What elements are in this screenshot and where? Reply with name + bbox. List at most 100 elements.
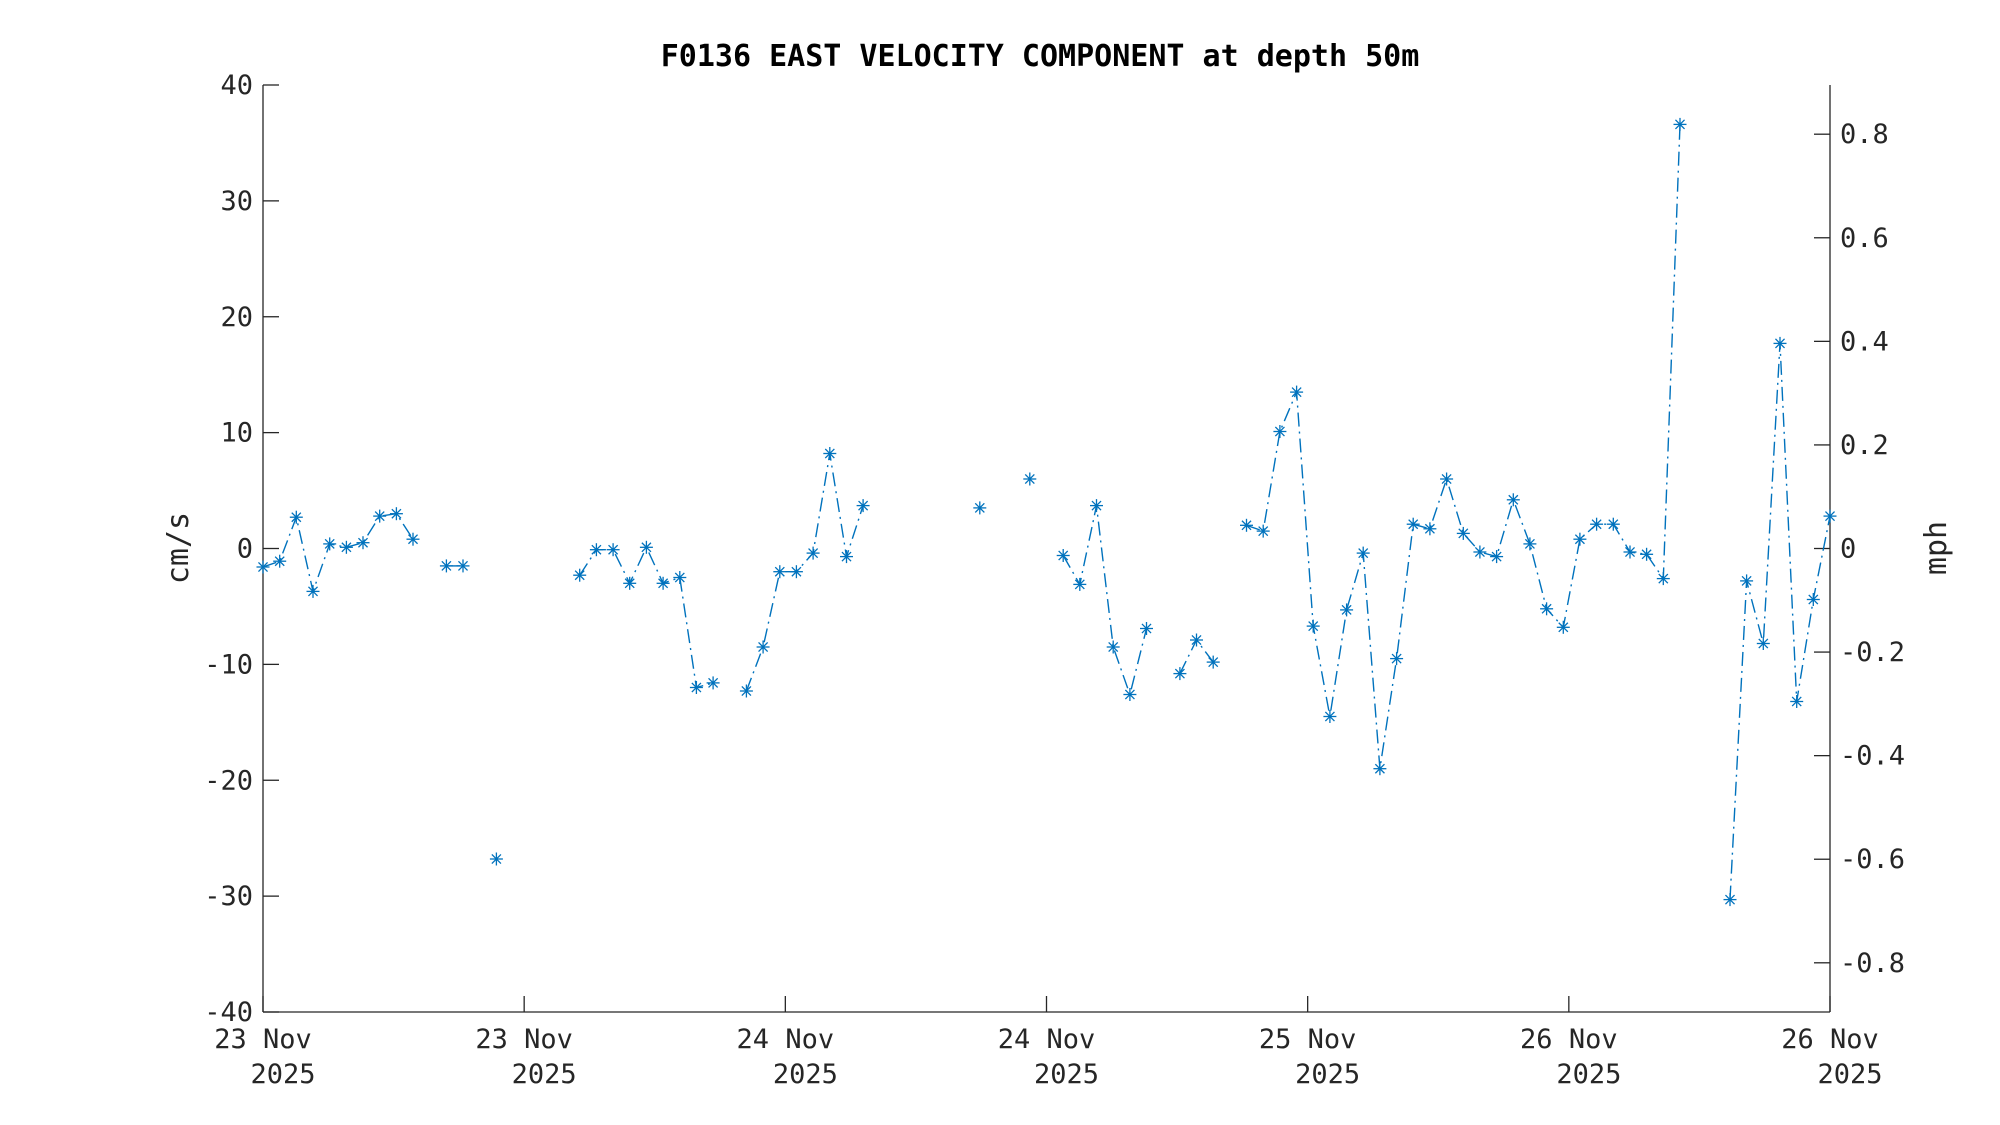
right-y-tick-label: -0.4 xyxy=(1840,741,1905,772)
y-tick-label: 10 xyxy=(220,418,253,449)
x-tick-label-date: 26 Nov xyxy=(1520,1024,1618,1055)
data-point xyxy=(589,543,603,557)
right-y-tick-label: 0.2 xyxy=(1840,430,1889,461)
data-point xyxy=(1790,695,1804,708)
data-point xyxy=(389,507,403,521)
x-tick-label-date: 23 Nov xyxy=(475,1024,573,1055)
data-point xyxy=(1340,603,1354,617)
right-y-axis-label: mph xyxy=(1919,521,1954,575)
series-line-segment xyxy=(1062,505,1148,697)
data-point xyxy=(1590,517,1604,531)
data-point xyxy=(1456,526,1470,540)
data-point xyxy=(489,852,503,866)
data-point xyxy=(1323,710,1337,723)
right-y-tick-label: 0.8 xyxy=(1840,119,1889,150)
series-line-segment xyxy=(262,512,414,594)
data-point xyxy=(1256,524,1270,538)
data-point xyxy=(1440,472,1454,486)
y-tick-label: -20 xyxy=(204,765,253,796)
x-tick-label-year: 2025 xyxy=(512,1059,577,1090)
y-tick-label: -30 xyxy=(204,881,253,912)
data-point xyxy=(1140,622,1153,635)
data-point xyxy=(1756,637,1770,650)
data-point xyxy=(1673,117,1687,131)
data-point xyxy=(823,447,837,460)
right-y-ticks: 0.8 0.6 0.4 0.2 0 -0.2 -0.4 -0.6 -0.8 xyxy=(1814,119,1905,979)
data-point xyxy=(1306,619,1320,633)
data-point xyxy=(1506,493,1520,507)
data-point xyxy=(1740,574,1754,588)
data-point xyxy=(1573,532,1587,546)
x-tick-label-date: 23 Nov xyxy=(214,1024,312,1055)
x-tick-label-year: 2025 xyxy=(1295,1059,1360,1090)
data-point xyxy=(1073,577,1087,591)
right-y-tick-label: 0.6 xyxy=(1840,223,1889,254)
y-tick-label: 20 xyxy=(220,302,253,333)
data-point xyxy=(1023,472,1037,486)
data-point xyxy=(456,559,470,573)
x-tick-label-date: 25 Nov xyxy=(1259,1024,1357,1055)
data-point xyxy=(1823,509,1837,523)
data-point xyxy=(1806,593,1820,606)
data-point xyxy=(339,540,353,554)
data-point xyxy=(1056,549,1070,562)
right-y-tick-label: -0.8 xyxy=(1840,948,1905,979)
series-line-segment xyxy=(1246,124,1681,769)
x-tick-label-date: 24 Nov xyxy=(998,1024,1096,1055)
y-axis-label: cm/s xyxy=(161,512,196,584)
y-tick-label: 40 xyxy=(220,70,253,101)
data-point xyxy=(606,543,620,557)
data-point xyxy=(623,576,637,590)
data-point xyxy=(406,532,420,546)
data-point xyxy=(689,681,703,694)
data-point xyxy=(1773,336,1787,350)
data-point xyxy=(1106,640,1120,654)
y-tick-label: 0 xyxy=(237,534,253,565)
data-point xyxy=(739,684,753,698)
data-point xyxy=(656,576,670,590)
series-line-segment xyxy=(1729,343,1831,900)
data-point xyxy=(573,568,587,582)
data-point xyxy=(856,499,870,513)
data-point xyxy=(323,537,337,551)
data-point xyxy=(973,501,987,515)
right-y-tick-label: 0.4 xyxy=(1840,326,1889,357)
data-point xyxy=(673,571,687,584)
right-y-tick-label: 0 xyxy=(1840,534,1856,565)
data-point xyxy=(1206,655,1220,669)
data-point xyxy=(1473,545,1487,559)
x-tick-label-year: 2025 xyxy=(1034,1059,1099,1090)
data-point xyxy=(1490,550,1504,564)
x-ticks: 23 Nov 2025 23 Nov 2025 24 Nov 2025 24 Nov 2025… xyxy=(214,996,1883,1090)
data-point xyxy=(1623,545,1637,559)
data-point xyxy=(789,565,803,579)
data-point xyxy=(1423,522,1437,536)
data-point xyxy=(356,536,370,550)
data-point xyxy=(1406,517,1420,531)
right-y-tick-label: -0.2 xyxy=(1840,637,1905,668)
series-line-segment xyxy=(579,545,714,689)
data-point xyxy=(706,676,720,690)
x-tick-label-year: 2025 xyxy=(773,1059,838,1090)
axes xyxy=(262,85,1831,1013)
data-point xyxy=(1173,667,1187,681)
y-tick-label: -10 xyxy=(204,649,253,680)
data-point xyxy=(1123,688,1137,701)
data-point xyxy=(1240,518,1253,532)
data-point xyxy=(439,559,453,573)
data-point xyxy=(1273,425,1287,438)
x-tick-label-year: 2025 xyxy=(1817,1059,1882,1090)
data-point xyxy=(1090,499,1103,513)
y-tick-label: -40 xyxy=(204,997,253,1028)
x-tick-label-year: 2025 xyxy=(1556,1059,1621,1090)
data-point xyxy=(639,540,653,554)
data-point xyxy=(1640,547,1654,561)
data-point xyxy=(289,510,303,524)
data-point xyxy=(1356,546,1370,560)
x-tick-label-date: 24 Nov xyxy=(737,1024,835,1055)
data-point xyxy=(1523,537,1537,551)
series-line-segment xyxy=(745,453,864,692)
data-point xyxy=(1290,385,1304,399)
chart-title: F0136 EAST VELOCITY COMPONENT at depth 5… xyxy=(661,39,1420,74)
